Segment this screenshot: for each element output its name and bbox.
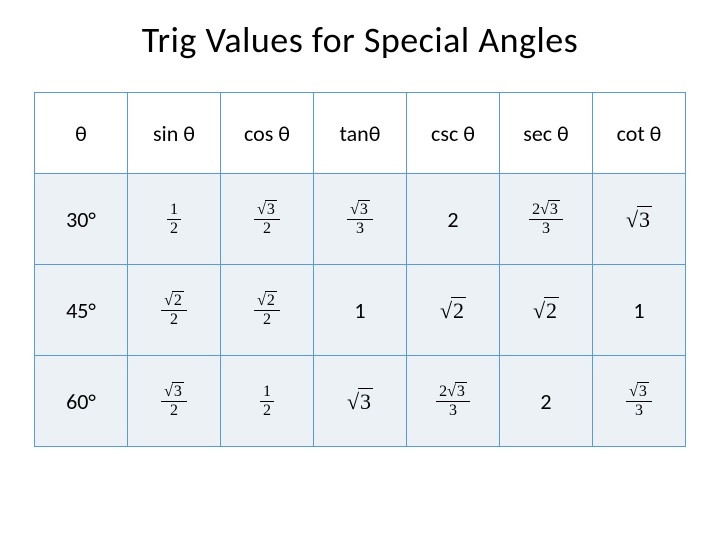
table-header-row: θsin θcos θtanθcsc θsec θcot θ	[35, 93, 686, 174]
cell-cot: √33	[593, 356, 686, 447]
cell-csc: √2	[407, 265, 500, 356]
cell-tan: √3	[314, 356, 407, 447]
column-header-theta: θ	[35, 93, 128, 174]
cell-sec: 2	[500, 356, 593, 447]
cell-theta: 45°	[35, 265, 128, 356]
table-row: 45°√22√221√2√21	[35, 265, 686, 356]
cell-sin: 12	[128, 174, 221, 265]
trig-table: θsin θcos θtanθcsc θsec θcot θ 30°12√32√…	[34, 92, 686, 447]
column-header-tan: tanθ	[314, 93, 407, 174]
cell-sin: √32	[128, 356, 221, 447]
column-header-csc: csc θ	[407, 93, 500, 174]
column-header-sin: sin θ	[128, 93, 221, 174]
column-header-sec: sec θ	[500, 93, 593, 174]
cell-csc: 2√33	[407, 356, 500, 447]
table-row: 30°12√32√3322√33√3	[35, 174, 686, 265]
page-title: Trig Values for Special Angles	[0, 18, 720, 62]
column-header-cos: cos θ	[221, 93, 314, 174]
cell-sec: √2	[500, 265, 593, 356]
cell-tan: √33	[314, 174, 407, 265]
cell-tan: 1	[314, 265, 407, 356]
cell-sin: √22	[128, 265, 221, 356]
cell-cot: √3	[593, 174, 686, 265]
cell-cos: √22	[221, 265, 314, 356]
column-header-cot: cot θ	[593, 93, 686, 174]
cell-theta: 60°	[35, 356, 128, 447]
table-body: 30°12√32√3322√33√345°√22√221√2√2160°√321…	[35, 174, 686, 447]
cell-sec: 2√33	[500, 174, 593, 265]
cell-csc: 2	[407, 174, 500, 265]
table-row: 60°√3212√32√332√33	[35, 356, 686, 447]
cell-cot: 1	[593, 265, 686, 356]
cell-theta: 30°	[35, 174, 128, 265]
cell-cos: √32	[221, 174, 314, 265]
cell-cos: 12	[221, 356, 314, 447]
